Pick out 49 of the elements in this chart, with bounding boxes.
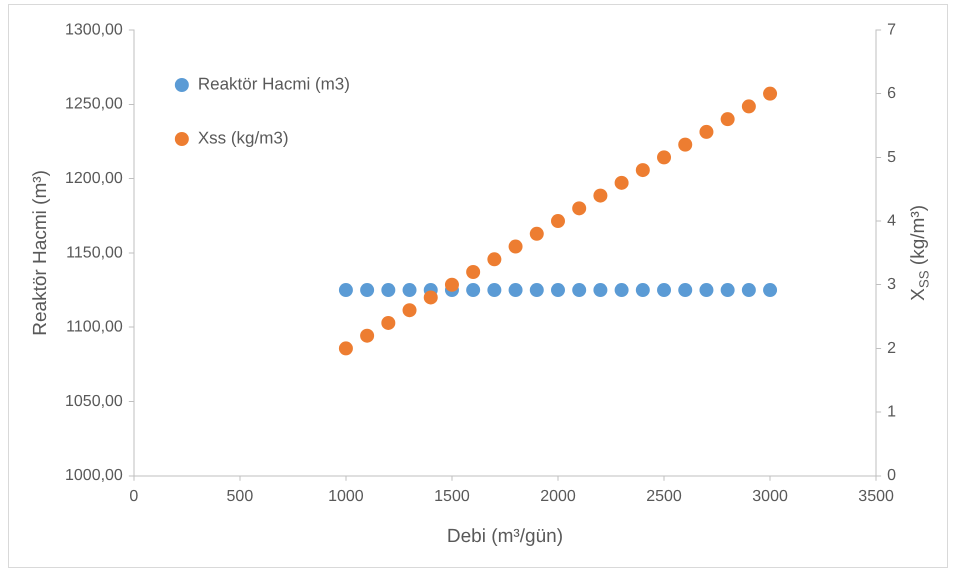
y2-tick-label: 7 [887, 21, 896, 38]
point [402, 303, 417, 318]
y2-tick-label: 4 [887, 212, 896, 230]
point [444, 278, 459, 292]
y2-tick-label: 1 [887, 404, 896, 421]
y-tick-label: 1150,00 [66, 244, 123, 262]
y2-tick-label: 3 [887, 276, 896, 294]
x-tick-label: 2500 [646, 488, 682, 505]
point [720, 112, 735, 126]
point [487, 252, 502, 266]
y2-tick-label: 0 [887, 467, 896, 484]
y-tick-label: 1050,00 [64, 392, 123, 410]
y2-tick-label: 6 [887, 85, 896, 102]
y-tick-label: 1250,00 [64, 96, 123, 113]
y2-tick-label: 2 [887, 340, 896, 357]
point [572, 201, 586, 216]
point [508, 240, 523, 254]
point [636, 163, 650, 178]
x-tick-label: 3500 [858, 488, 894, 505]
x-tick-label: 500 [226, 488, 254, 505]
legend-label: Xss (kg/m3) [198, 128, 289, 148]
legend-label: Reaktör Hacmi (m3) [198, 74, 350, 94]
x-tick-label: 2000 [540, 488, 576, 505]
point [657, 150, 672, 164]
point [593, 188, 608, 203]
x-tick-label: 1500 [434, 488, 470, 505]
point [678, 138, 692, 152]
point [338, 341, 353, 356]
x-tick-label: 3000 [752, 488, 788, 505]
y-tick-label: 1100,00 [66, 318, 123, 336]
point [763, 86, 778, 101]
x-axis-title: Debi (m³/gün) [446, 526, 564, 548]
point [614, 176, 629, 190]
point [530, 226, 544, 241]
x-tick-label: 1000 [328, 488, 364, 505]
x-tick-label: 0 [129, 488, 138, 505]
y2-tick-label: 5 [887, 148, 896, 166]
point [360, 328, 374, 343]
y2-axis-title: XSS (kg/m³) [908, 204, 932, 301]
point [424, 290, 438, 304]
y-tick-label: 1000,00 [64, 467, 123, 484]
point [742, 99, 756, 114]
y-tick-label: 1300,00 [64, 21, 123, 38]
point [550, 214, 565, 228]
point [699, 124, 714, 139]
y-tick-label: 1200,00 [64, 170, 123, 188]
point [381, 316, 396, 330]
y-axis-title: Reaktör Hacmi (m³) [30, 170, 52, 336]
point [466, 265, 480, 280]
